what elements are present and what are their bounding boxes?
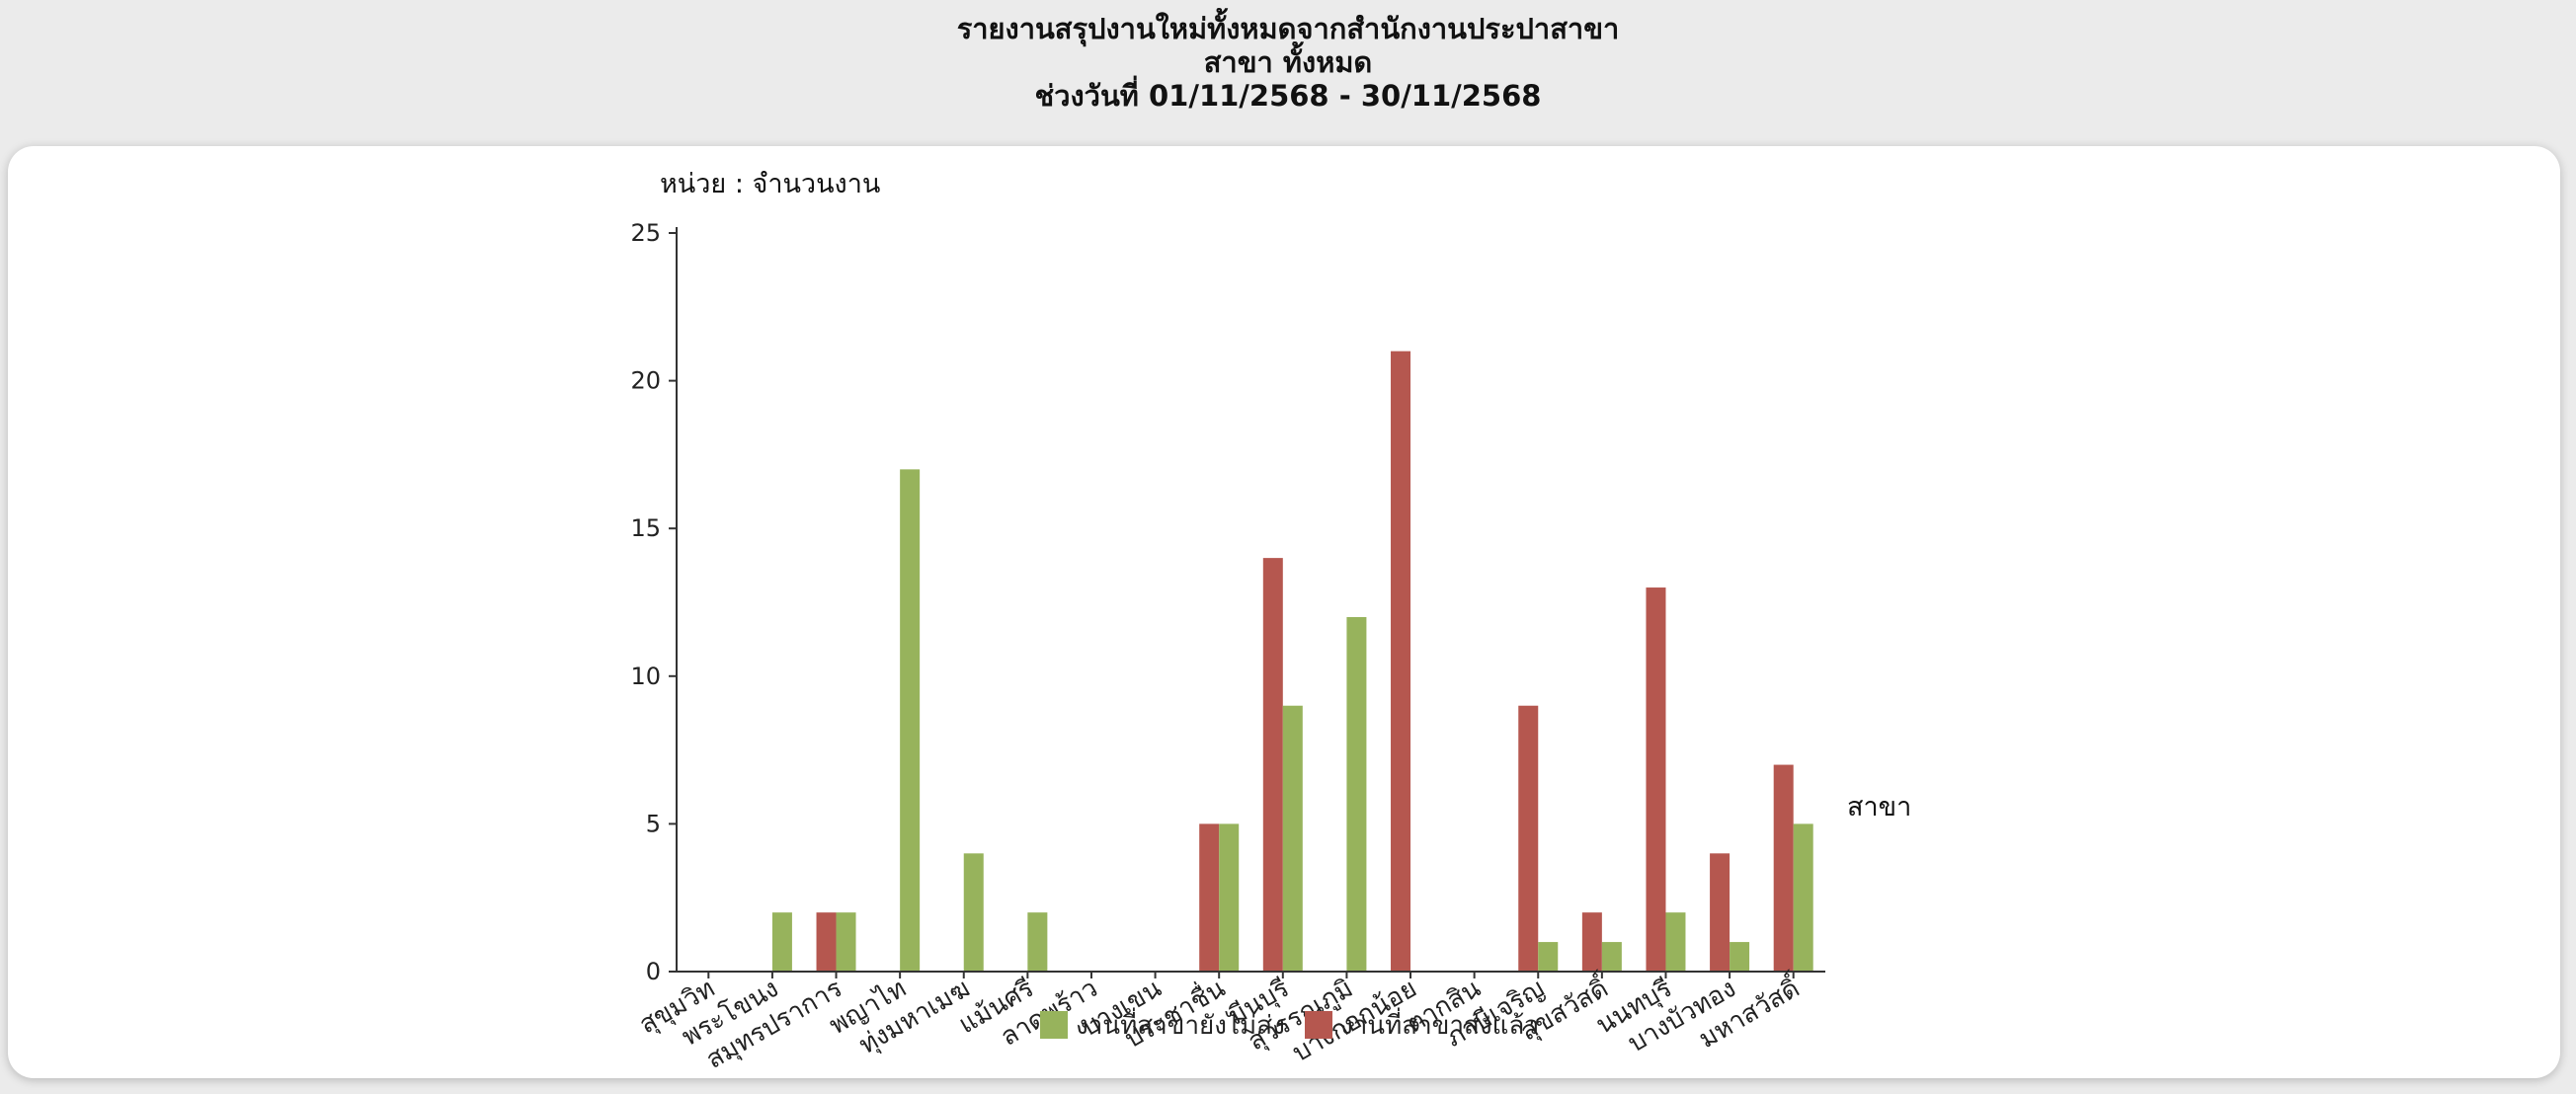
bar-unsent[interactable] — [963, 853, 984, 972]
bars — [771, 351, 1813, 972]
bar-sent[interactable] — [1518, 705, 1539, 972]
bar-sent[interactable] — [1646, 587, 1666, 972]
legend-item[interactable]: งานที่สาขาส่งแล้ว — [1305, 1007, 1539, 1041]
y-tick-label: 15 — [630, 514, 661, 542]
bar-chart: หน่วย : จำนวนงาน 0 5 10 15 20 25 สุขุมวิทพระโ… — [630, 169, 1911, 1075]
bar-unsent[interactable] — [900, 469, 921, 972]
x-axis: สุขุมวิทพระโขนงสมุทรปราการพญาไททุ่งมหาเม… — [634, 969, 1825, 1075]
bar-sent[interactable] — [1391, 351, 1411, 972]
bar-unsent[interactable] — [1601, 942, 1622, 972]
bar-unsent[interactable] — [1027, 912, 1048, 972]
report-date-range: ช่วงวันที่ 01/11/2568 - 30/11/2568 — [1034, 79, 1542, 113]
bar-unsent[interactable] — [771, 912, 792, 972]
bar-sent[interactable] — [1581, 912, 1602, 972]
bar-sent[interactable] — [1710, 853, 1731, 972]
report-title: รายงานสรุปงานใหม่ทั้งหมดจากสำนักงานประปา… — [956, 12, 1620, 45]
y-tick-label: 20 — [630, 367, 661, 395]
bar-unsent[interactable] — [1538, 942, 1559, 972]
y-tick-label: 25 — [630, 219, 661, 247]
bar-sent[interactable] — [816, 912, 837, 972]
chart-card: หน่วย : จำนวนงาน 0 5 10 15 20 25 สุขุมวิท พระโ… — [8, 146, 2560, 1078]
bar-unsent[interactable] — [1730, 942, 1750, 972]
legend-label: งานที่สาขาส่งแล้ว — [1340, 1007, 1539, 1041]
bar-unsent[interactable] — [1665, 912, 1686, 972]
legend-swatch — [1040, 1011, 1068, 1039]
bar-unsent[interactable] — [1346, 616, 1367, 972]
bar-sent[interactable] — [1773, 764, 1794, 972]
legend-item[interactable]: งานที่สาขายังไม่ส่ง — [1040, 1007, 1285, 1041]
y-axis: 0 5 10 15 20 25 — [630, 219, 678, 985]
y-tick-label: 0 — [646, 958, 661, 985]
y-tick-label: 5 — [646, 810, 661, 837]
report-branch: สาขา ทั้งหมด — [1203, 45, 1373, 79]
legend[interactable]: งานที่สาขายังไม่ส่ง งานที่สาขาส่งแล้ว — [1040, 1007, 1539, 1041]
legend-label: งานที่สาขายังไม่ส่ง — [1076, 1007, 1285, 1041]
x-axis-title: สาขา — [1847, 792, 1911, 822]
report-header: รายงานสรุปงานใหม่ทั้งหมดจากสำนักงานประปา… — [0, 12, 2576, 113]
y-tick-label: 10 — [630, 663, 661, 690]
bar-unsent[interactable] — [1282, 705, 1303, 972]
bar-sent[interactable] — [1199, 823, 1220, 972]
bar-unsent[interactable] — [836, 912, 856, 972]
bar-unsent[interactable] — [1793, 823, 1813, 972]
bar-unsent[interactable] — [1219, 823, 1240, 972]
legend-swatch — [1305, 1011, 1332, 1039]
bar-sent[interactable] — [1262, 558, 1283, 972]
y-axis-unit-label: หน่วย : จำนวนงาน — [660, 169, 880, 199]
